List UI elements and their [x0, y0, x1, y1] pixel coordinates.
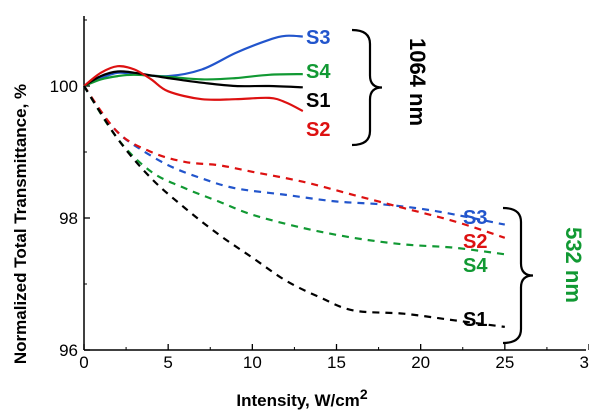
- series-line-s2-532-nm: [83, 85, 506, 239]
- y-tick-label: 96: [59, 341, 78, 360]
- series-line-s3-1064-nm: [83, 34, 303, 87]
- group-label-1064-nm: 1064 nm: [405, 38, 430, 126]
- series-lines: [83, 34, 506, 328]
- y-tick-label: 100: [50, 77, 78, 96]
- series-label-s2-532-nm: S2: [463, 231, 487, 253]
- y-tick-label: 98: [59, 209, 78, 228]
- x-tick-label: 30: [580, 353, 589, 372]
- axes: [83, 16, 586, 351]
- group-braces: 1064 nm 532 nm: [351, 28, 586, 345]
- axis-ticks: 0 5 10 15 20 25 30 96 98 100: [50, 19, 589, 372]
- series-line-s4-532-nm: [83, 85, 505, 256]
- series-label-s4-532-nm: S4: [463, 255, 488, 277]
- series-label-s2-1064-nm: S2: [306, 119, 330, 141]
- series-label-s1-532-nm: S1: [463, 309, 487, 331]
- x-tick-label: 25: [495, 353, 514, 372]
- x-axis-title-text: Intensity, W/cm: [236, 391, 359, 410]
- series-line-s2-1064-nm: [83, 65, 304, 113]
- x-tick-label: 10: [243, 353, 262, 372]
- group-label-532-nm: 532 nm: [561, 227, 586, 303]
- x-tick-label: 5: [163, 353, 172, 372]
- series-line-s4-1064-nm: [83, 73, 303, 88]
- brace-532-nm: [502, 206, 534, 345]
- series-label-s3-1064-nm: S3: [306, 27, 330, 49]
- series-label-s4-1064-nm: S4: [306, 61, 331, 83]
- x-tick-label: 15: [327, 353, 346, 372]
- series-line-s1-1064-nm: [83, 70, 303, 89]
- series-line-s1-532-nm: [83, 85, 505, 328]
- brace-1064-nm: [351, 28, 383, 147]
- x-tick-label: 0: [79, 353, 88, 372]
- series-label-s1-1064-nm: S1: [306, 90, 330, 112]
- x-axis-title: Intensity, W/cm2: [236, 386, 367, 410]
- x-tick-label: 20: [411, 353, 430, 372]
- series-label-s3-532-nm: S3: [463, 207, 487, 229]
- x-axis-title-superscript: 2: [360, 386, 368, 402]
- y-axis-title: Normalized Total Transmittance, %: [11, 84, 30, 364]
